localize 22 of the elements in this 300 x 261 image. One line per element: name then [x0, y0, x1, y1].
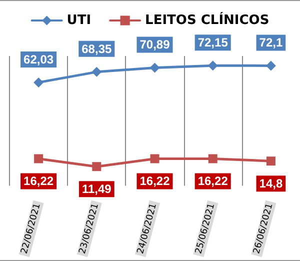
data-label: 16,22: [198, 174, 228, 188]
point: [34, 77, 44, 88]
data-label: 72,1: [259, 36, 283, 50]
point: [92, 66, 102, 77]
legend-label: LEITOS CLÍNICOS: [145, 11, 270, 28]
point: [208, 154, 218, 164]
point: [34, 154, 44, 164]
data-label: 62,03: [24, 52, 54, 66]
point: [92, 162, 102, 172]
point: [150, 62, 160, 73]
point: [208, 60, 218, 71]
legend-label: UTI: [66, 13, 92, 28]
data-label: 16,22: [140, 174, 170, 188]
data-label: 70,89: [140, 38, 170, 52]
point: [266, 60, 276, 71]
data-label: 68,35: [82, 42, 112, 56]
data-label: 11,49: [82, 182, 112, 196]
point: [266, 156, 276, 166]
point: [150, 154, 160, 164]
data-label: 14,8: [259, 176, 283, 191]
data-label: 16,22: [24, 174, 54, 188]
data-label: 72,15: [198, 36, 228, 50]
